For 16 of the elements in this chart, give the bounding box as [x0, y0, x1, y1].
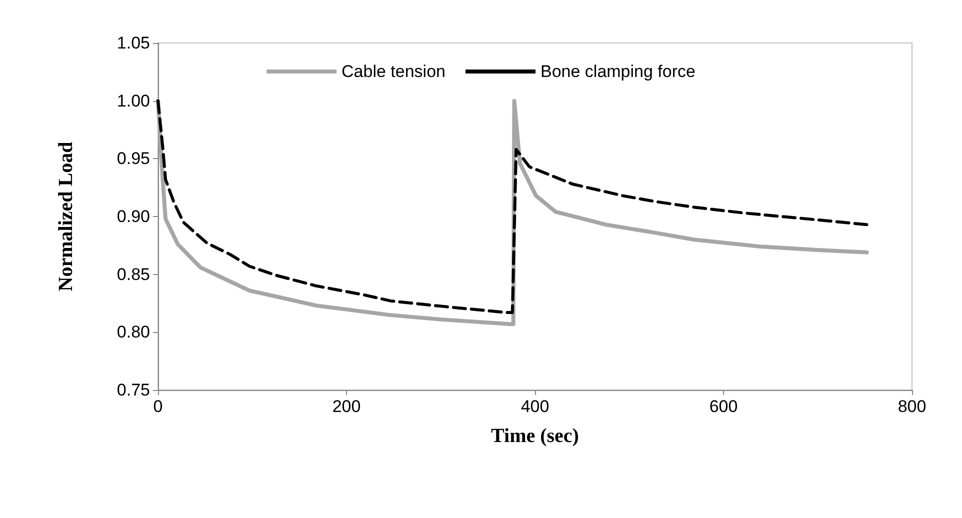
legend-label: Bone clamping force	[540, 62, 696, 81]
y-axis-title: Normalized Load	[55, 142, 77, 292]
x-axis-title: Time (sec)	[491, 425, 579, 447]
y-tick-label: 0.75	[116, 380, 150, 400]
x-tick-label: 600	[709, 397, 738, 416]
x-tick-label: 400	[520, 397, 550, 416]
y-tick-label: 0.95	[116, 149, 150, 168]
y-tick-label: 0.90	[116, 207, 150, 226]
x-tick-label: 0	[153, 397, 163, 416]
y-tick-label: 1.00	[116, 91, 150, 110]
legend-label: Cable tension	[342, 62, 446, 81]
x-tick-label: 200	[332, 397, 361, 416]
y-tick-label: 0.85	[116, 264, 150, 284]
x-tick-label: 800	[898, 397, 926, 416]
y-tick-label: 1.05	[116, 34, 150, 52]
y-tick-label: 0.80	[116, 322, 150, 342]
